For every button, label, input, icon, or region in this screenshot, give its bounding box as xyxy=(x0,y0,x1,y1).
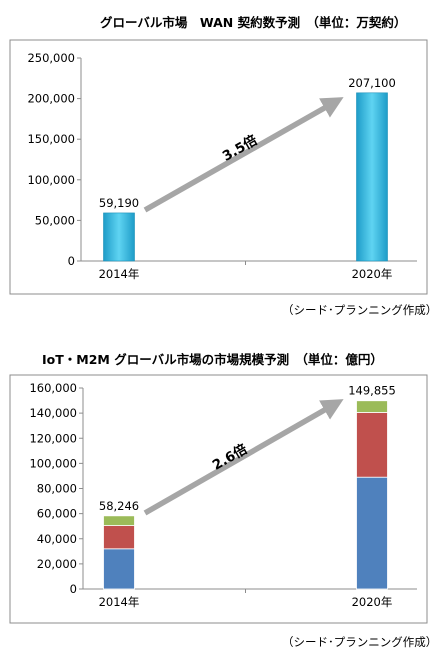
y-tick-label: 160,000 xyxy=(29,381,77,395)
y-tick-label: 120,000 xyxy=(29,431,77,445)
chart2-title: IoT・M2M グローバル市場の市場規模予測 （単位：億円） xyxy=(42,352,383,367)
stacked-bar-segment xyxy=(103,525,135,550)
y-tick-label: 200,000 xyxy=(27,92,75,106)
stacked-bar-segment xyxy=(103,515,135,526)
y-tick-label: 0 xyxy=(68,254,75,268)
x-category-label: 2020年 xyxy=(352,595,393,609)
y-tick-label: 60,000 xyxy=(37,507,77,521)
y-tick-label: 100,000 xyxy=(27,173,75,187)
growth-arrow xyxy=(143,399,344,516)
bar-value-label: 207,100 xyxy=(348,76,396,90)
growth-multiplier-label: 3.5倍 xyxy=(219,131,260,165)
y-tick-label: 80,000 xyxy=(37,482,77,496)
y-tick-label: 150,000 xyxy=(27,132,75,146)
bar xyxy=(356,92,388,262)
iot-market-chart: 0 20,000 40,000 60,000 80,000 100,000 120,000 1… xyxy=(9,374,428,624)
x-category-label: 2020年 xyxy=(352,267,393,281)
total-value-label: 58,246 xyxy=(99,499,139,513)
stacked-bar-segment xyxy=(356,400,388,413)
bar-value-label: 59,190 xyxy=(99,196,139,210)
stacked-bar-segment xyxy=(356,412,388,478)
bar xyxy=(103,212,135,262)
y-tick-label: 50,000 xyxy=(35,213,75,227)
wan-contracts-chart: 0 50,000 100,000 150,000 200,000 250,000 59,19… xyxy=(9,39,428,295)
chart-frame xyxy=(9,39,428,295)
stacked-bar-segment xyxy=(103,548,135,590)
growth-arrow xyxy=(143,97,344,213)
y-tick-label: 100,000 xyxy=(29,456,77,470)
y-tick-label: 20,000 xyxy=(37,557,77,571)
chart1-title: グローバル市場 WAN 契約数予測 （単位：万契約） xyxy=(100,15,407,30)
x-category-label: 2014年 xyxy=(99,595,140,609)
stacked-bar-segment xyxy=(356,476,388,590)
chart1-source: （シード･プランニング作成） xyxy=(282,303,437,317)
y-tick-label: 0 xyxy=(70,582,77,596)
total-value-label: 149,855 xyxy=(348,384,396,398)
y-tick-label: 140,000 xyxy=(29,406,77,420)
growth-multiplier-label: 2.6倍 xyxy=(209,440,250,474)
chart2-source: （シード･プランニング作成） xyxy=(282,635,437,649)
y-tick-label: 250,000 xyxy=(27,51,75,65)
x-category-label: 2014年 xyxy=(99,267,140,281)
y-tick-label: 40,000 xyxy=(37,532,77,546)
chart-frame xyxy=(9,374,428,624)
